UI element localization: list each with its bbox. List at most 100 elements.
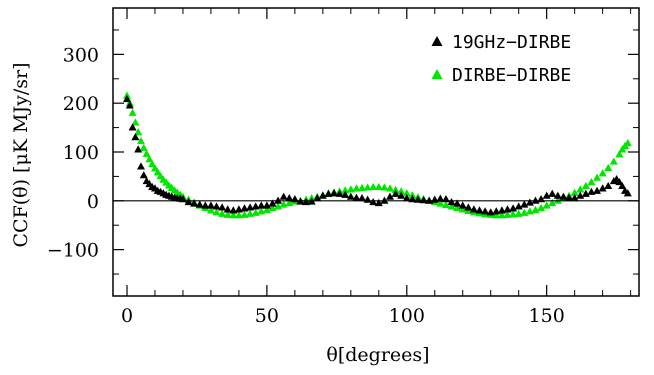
data-point <box>374 182 383 191</box>
data-point <box>497 206 506 214</box>
data-point <box>229 211 238 219</box>
data-point <box>142 149 151 157</box>
data-point <box>279 192 288 200</box>
data-point <box>402 189 411 197</box>
y-tick-label: 200 <box>63 93 99 115</box>
data-point <box>122 94 131 103</box>
data-point <box>363 183 372 191</box>
data-point <box>128 123 137 131</box>
data-point <box>436 199 445 207</box>
data-point <box>447 197 456 206</box>
data-point <box>514 209 523 217</box>
data-point <box>139 171 148 179</box>
data-point <box>358 183 367 192</box>
x-tick-label: 150 <box>529 305 565 327</box>
data-point <box>223 205 232 213</box>
data-point <box>425 196 434 204</box>
data-point <box>623 189 632 197</box>
data-point <box>346 185 355 193</box>
data-point <box>458 201 467 209</box>
data-point <box>341 190 350 198</box>
data-point <box>240 210 249 218</box>
data-point <box>615 150 624 158</box>
data-point <box>391 185 400 193</box>
data-point <box>503 210 512 218</box>
data-point <box>136 136 145 145</box>
data-point <box>464 203 473 211</box>
data-point <box>436 194 445 202</box>
data-point <box>262 201 271 209</box>
legend: 19GHz−DIRBE DIRBE−DIRBE <box>431 32 571 86</box>
data-point <box>324 189 333 197</box>
data-point <box>581 181 590 190</box>
data-point <box>369 197 378 206</box>
data-point <box>206 206 215 214</box>
data-point <box>246 203 255 211</box>
data-point <box>369 182 378 191</box>
data-point <box>358 194 367 202</box>
data-point <box>537 203 546 212</box>
data-point <box>553 196 562 204</box>
data-point <box>380 196 389 204</box>
legend-marker-dirbe-dirbe <box>431 69 443 79</box>
data-point <box>385 184 394 192</box>
data-point <box>346 192 355 200</box>
data-point <box>274 202 283 210</box>
data-point <box>408 191 417 199</box>
data-point <box>604 163 613 171</box>
data-point <box>447 202 456 210</box>
data-point <box>497 211 506 219</box>
data-point <box>136 162 145 170</box>
x-axis-label: θ[degrees] <box>326 344 429 366</box>
data-point <box>469 205 478 213</box>
data-point <box>313 194 322 202</box>
data-point <box>509 204 518 212</box>
data-point <box>128 108 137 116</box>
data-point <box>274 196 283 204</box>
data-point <box>397 187 406 195</box>
data-point <box>503 205 512 213</box>
legend-label-19ghz-dirbe: 19GHz−DIRBE <box>452 32 571 53</box>
data-point <box>257 201 266 209</box>
y-tick-label: 300 <box>63 44 99 66</box>
data-point <box>318 191 327 199</box>
data-point <box>553 191 562 199</box>
data-point <box>542 201 551 209</box>
data-point <box>385 192 394 200</box>
data-point <box>134 145 143 153</box>
data-point <box>492 211 501 219</box>
series-dirbe-dirbe <box>122 91 632 219</box>
data-point <box>212 202 221 210</box>
data-point <box>145 155 154 163</box>
data-point <box>131 133 140 141</box>
data-point <box>234 211 243 219</box>
data-point <box>190 199 199 207</box>
legend-marker-19ghz-dirbe <box>431 36 443 46</box>
data-point <box>598 169 607 177</box>
y-tick-label: −100 <box>47 240 99 262</box>
data-point <box>593 186 602 194</box>
data-point <box>486 208 495 216</box>
data-point <box>201 201 210 209</box>
data-point <box>598 184 607 192</box>
data-point <box>520 200 529 208</box>
data-point <box>246 209 255 217</box>
data-point <box>262 205 271 213</box>
data-point <box>251 202 260 210</box>
data-point <box>453 203 462 212</box>
data-point <box>509 210 518 218</box>
data-point <box>492 207 501 215</box>
data-point <box>402 194 411 202</box>
data-point <box>223 210 232 218</box>
data-point <box>134 128 143 136</box>
data-point <box>618 181 627 190</box>
data-point <box>218 203 227 211</box>
data-point <box>184 197 193 206</box>
data-point <box>481 207 490 215</box>
data-point <box>453 199 462 207</box>
data-point <box>195 200 204 208</box>
data-point <box>458 205 467 213</box>
data-point <box>229 206 238 214</box>
data-point <box>335 189 344 197</box>
data-point <box>285 194 294 202</box>
